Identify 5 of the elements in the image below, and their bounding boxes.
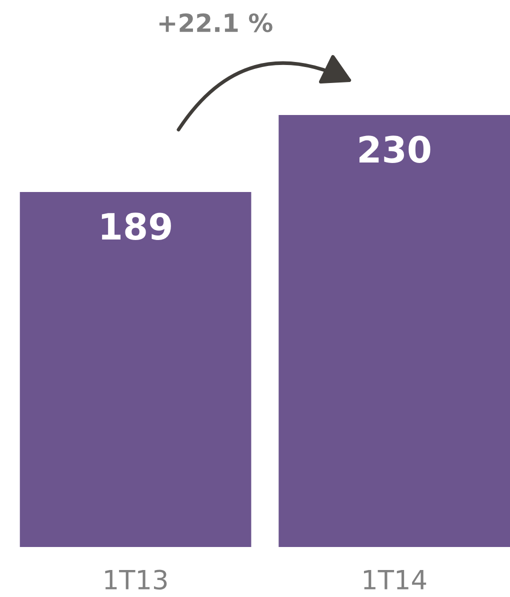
x-tick-label: 1T14: [364, 570, 426, 590]
x-tick-label: 1T13: [105, 570, 167, 590]
text: +22.1 %: [159, 13, 272, 32]
data-label: 189: [102, 212, 171, 240]
data-label: 230: [359, 136, 430, 163]
